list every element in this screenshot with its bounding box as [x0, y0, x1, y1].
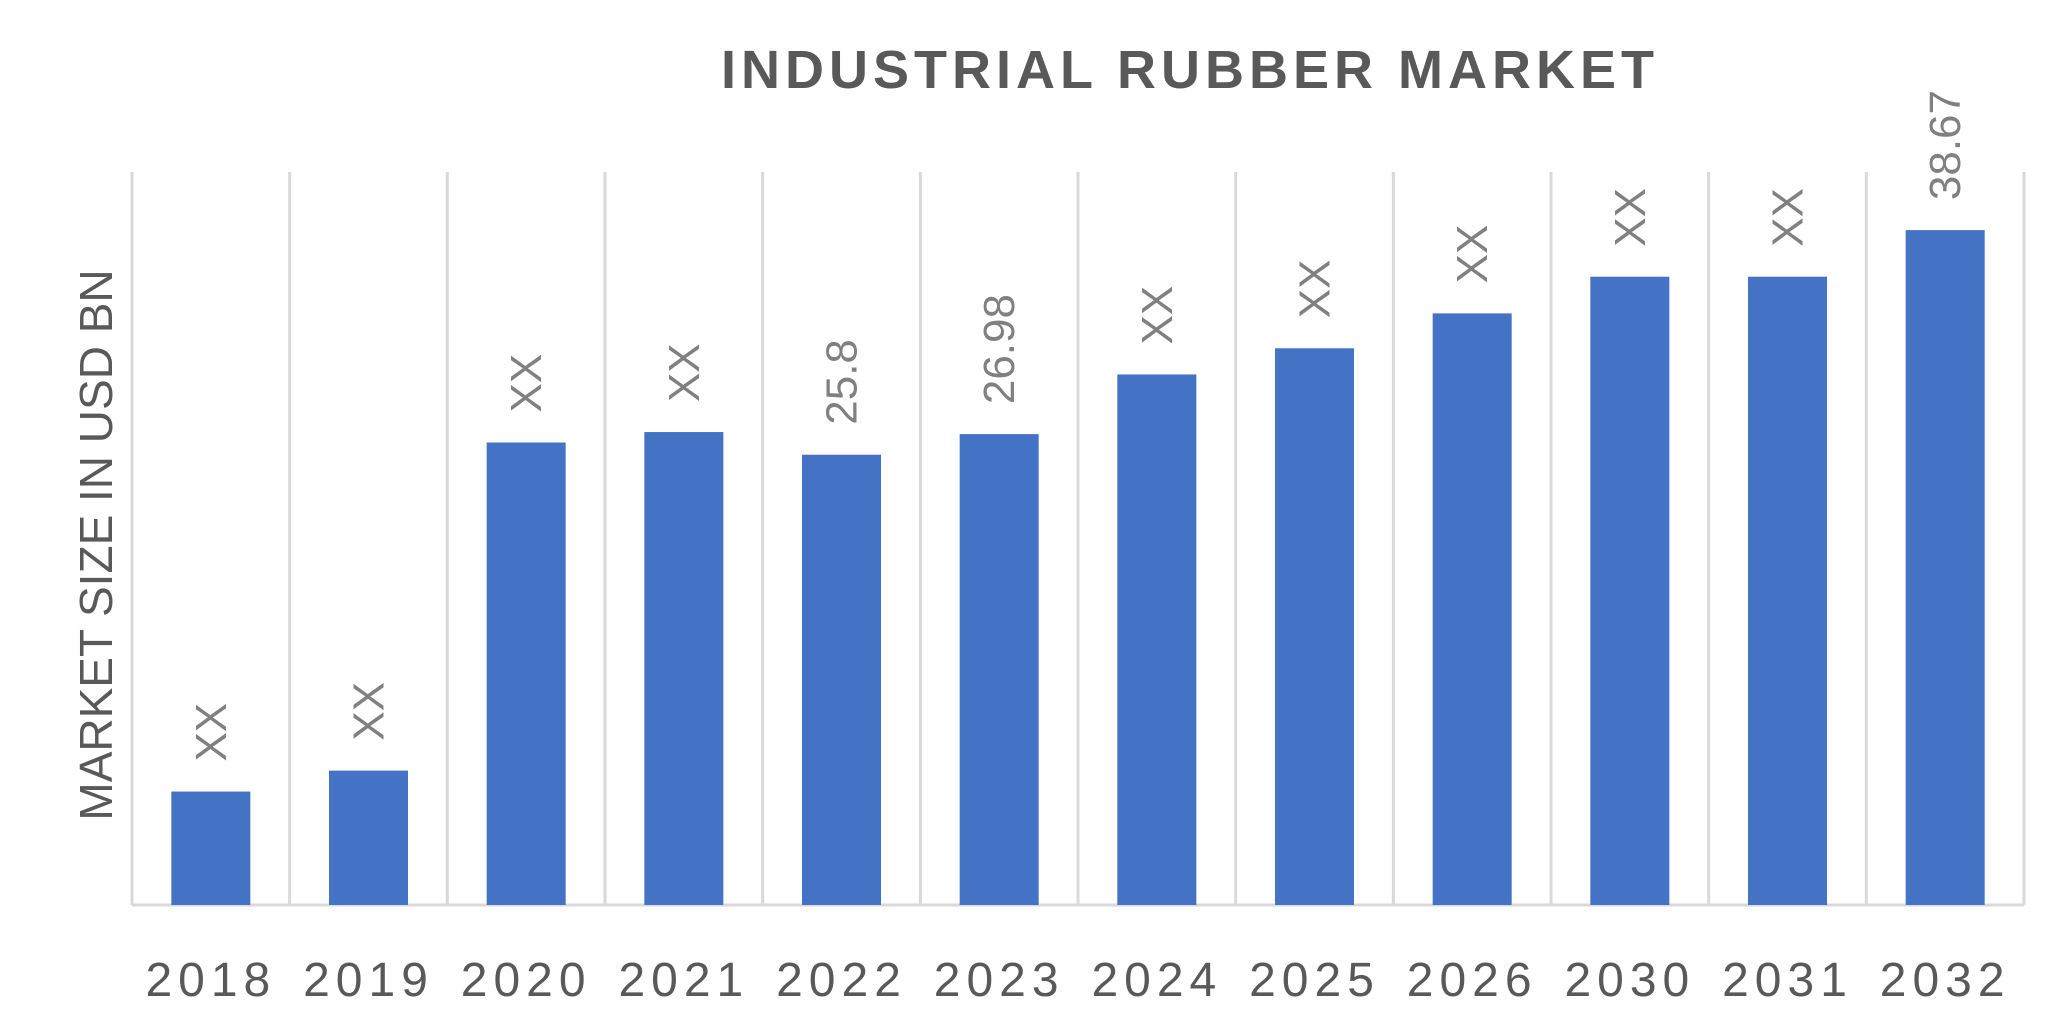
data-label-2026: XX — [1448, 225, 1497, 284]
gridlines — [130, 172, 2026, 907]
x-tick-2019: 2019 — [303, 954, 434, 1007]
bar-2025 — [1275, 348, 1354, 905]
bar-2026 — [1432, 313, 1512, 906]
data-label-2023: 26.98 — [975, 294, 1024, 404]
data-label-2031: XX — [1764, 188, 1813, 247]
chart-title: INDUSTRIAL RUBBER MARKET — [721, 40, 1659, 100]
data-label-2030: XX — [1606, 188, 1655, 247]
data-label-2022: 25.8 — [818, 339, 867, 425]
x-tick-2026: 2026 — [1407, 954, 1538, 1007]
bar-2030 — [1590, 276, 1670, 905]
bar-2024 — [1117, 374, 1197, 905]
x-tick-labels: 2018 2019 2020 2021 2022 2023 2024 2025 2026 2030… — [145, 954, 2011, 1007]
x-tick-2022: 2022 — [776, 954, 907, 1007]
x-tick-2024: 2024 — [1091, 954, 1222, 1007]
data-label-2021: XX — [660, 343, 709, 402]
bar-2018 — [171, 791, 251, 905]
x-tick-2020: 2020 — [461, 954, 592, 1007]
bar-2021 — [644, 432, 724, 905]
data-label-2019: XX — [345, 682, 394, 741]
data-label-2032: 38.67 — [1921, 90, 1970, 200]
data-label-2020: XX — [502, 354, 551, 413]
bar-2019 — [329, 770, 408, 905]
x-tick-2021: 2021 — [618, 954, 749, 1007]
bar-2023 — [959, 434, 1039, 905]
data-label-2025: XX — [1291, 260, 1340, 319]
bar-2022 — [802, 454, 881, 905]
bar-2032 — [1905, 230, 1985, 905]
bars — [171, 230, 1985, 906]
x-tick-2018: 2018 — [145, 954, 276, 1007]
bar-2020 — [486, 442, 566, 905]
x-tick-2032: 2032 — [1880, 954, 2011, 1007]
y-axis-label: MARKET SIZE IN USD BN — [70, 269, 122, 820]
x-tick-2031: 2031 — [1722, 954, 1853, 1007]
data-label-2018: XX — [187, 703, 236, 762]
x-tick-2023: 2023 — [934, 954, 1065, 1007]
data-labels: XX XX XX XX 25.8 26.98 XX XX XX XX XX 38.67 — [187, 90, 1970, 762]
x-tick-2025: 2025 — [1249, 954, 1380, 1007]
bar-2031 — [1748, 276, 1827, 905]
x-tick-2030: 2030 — [1564, 954, 1695, 1007]
data-label-2024: XX — [1133, 286, 1182, 345]
